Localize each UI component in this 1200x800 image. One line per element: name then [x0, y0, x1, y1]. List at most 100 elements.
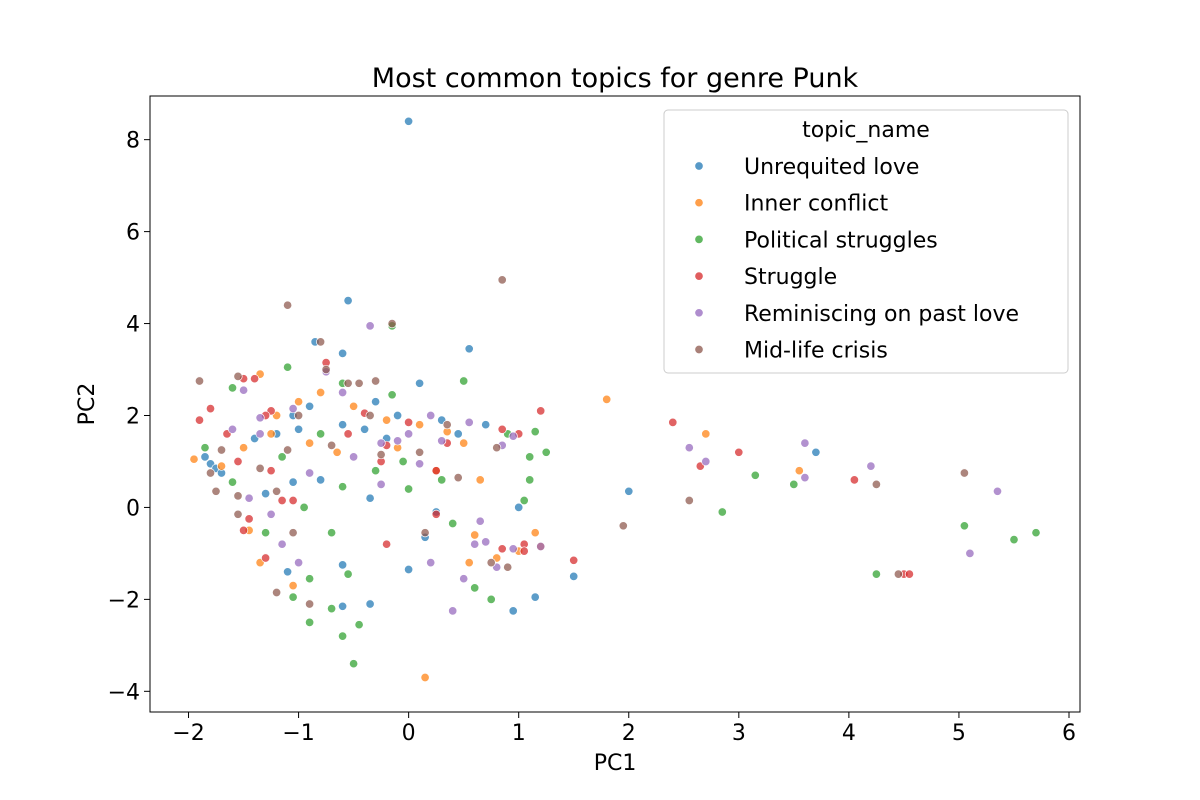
data-point [514, 502, 524, 512]
data-point [893, 569, 903, 579]
data-point [371, 466, 381, 476]
data-point [415, 420, 425, 430]
data-point [299, 502, 309, 512]
data-point [426, 410, 436, 421]
y-tick-label: 0 [126, 496, 140, 521]
data-point [261, 553, 271, 563]
data-point [959, 521, 969, 531]
data-point [536, 406, 546, 416]
data-point [750, 470, 760, 480]
data-point [519, 546, 529, 556]
data-point [216, 461, 227, 471]
data-point [811, 447, 821, 457]
data-point [404, 417, 414, 427]
data-point [283, 300, 293, 310]
points-layer [189, 116, 1041, 683]
data-point [233, 456, 243, 467]
data-point [305, 438, 315, 448]
data-point [431, 509, 441, 519]
data-point [734, 447, 744, 457]
data-point [205, 468, 216, 478]
data-point [266, 466, 276, 476]
data-point [382, 415, 392, 425]
data-point [668, 417, 678, 427]
data-point [871, 479, 881, 489]
data-point [316, 337, 326, 347]
data-point [508, 544, 518, 554]
data-point [327, 528, 337, 538]
x-tick-label: −2 [172, 721, 204, 746]
y-tick-label: 6 [126, 221, 140, 246]
data-point [464, 417, 474, 427]
data-point [261, 489, 271, 499]
data-point [464, 558, 474, 568]
data-point [420, 528, 430, 538]
data-point [338, 601, 348, 611]
x-axis-label: PC1 [594, 751, 637, 776]
data-point [530, 427, 540, 437]
data-point [497, 544, 507, 554]
data-point [541, 447, 551, 457]
data-point [233, 509, 243, 519]
data-point [398, 456, 408, 467]
data-point [239, 525, 249, 535]
data-point [382, 539, 392, 549]
data-point [277, 452, 287, 462]
data-point [250, 374, 260, 384]
data-point [475, 516, 485, 526]
x-tick-label: 4 [842, 721, 856, 746]
data-point [503, 562, 513, 572]
data-point [453, 473, 463, 483]
legend-title: topic_name [802, 118, 930, 143]
data-point [536, 541, 546, 552]
data-point [211, 486, 221, 496]
data-point [244, 493, 254, 503]
data-point [530, 528, 540, 538]
legend-marker [694, 161, 704, 171]
data-point [624, 486, 634, 496]
data-point [569, 571, 579, 581]
data-point [569, 555, 579, 565]
data-point [272, 486, 282, 496]
data-point [343, 378, 353, 388]
legend-marker [694, 308, 704, 318]
legend-marker [694, 271, 704, 281]
data-point [486, 558, 496, 568]
y-tick-label: 2 [126, 404, 140, 429]
data-point [283, 567, 293, 577]
data-point [965, 548, 975, 558]
data-point [305, 599, 315, 609]
data-point [525, 452, 535, 462]
x-tick-label: 1 [512, 721, 526, 746]
data-point [519, 495, 529, 506]
data-point [288, 495, 298, 506]
data-point [200, 452, 210, 462]
data-point [448, 518, 458, 529]
data-point [1009, 535, 1019, 545]
legend-label: Unrequited love [744, 155, 919, 180]
data-point [684, 495, 694, 506]
data-point [393, 410, 403, 421]
data-point [415, 447, 425, 457]
data-point [216, 445, 227, 455]
x-tick-label: 5 [952, 721, 966, 746]
data-point [992, 486, 1003, 496]
data-point [794, 466, 804, 476]
data-point [1031, 528, 1041, 538]
data-point [404, 564, 414, 575]
legend-label: Mid-life crisis [744, 339, 888, 364]
data-point [530, 592, 540, 602]
y-tick-label: 8 [126, 129, 140, 154]
data-point [376, 479, 386, 489]
data-point [338, 560, 348, 570]
data-point [233, 371, 243, 381]
data-point [800, 473, 810, 483]
data-point [338, 482, 348, 492]
data-point [189, 454, 199, 464]
data-point [294, 558, 304, 568]
data-point [426, 558, 436, 568]
data-point [371, 376, 381, 386]
data-point [205, 404, 216, 414]
data-point [387, 319, 397, 329]
data-point [376, 438, 386, 448]
